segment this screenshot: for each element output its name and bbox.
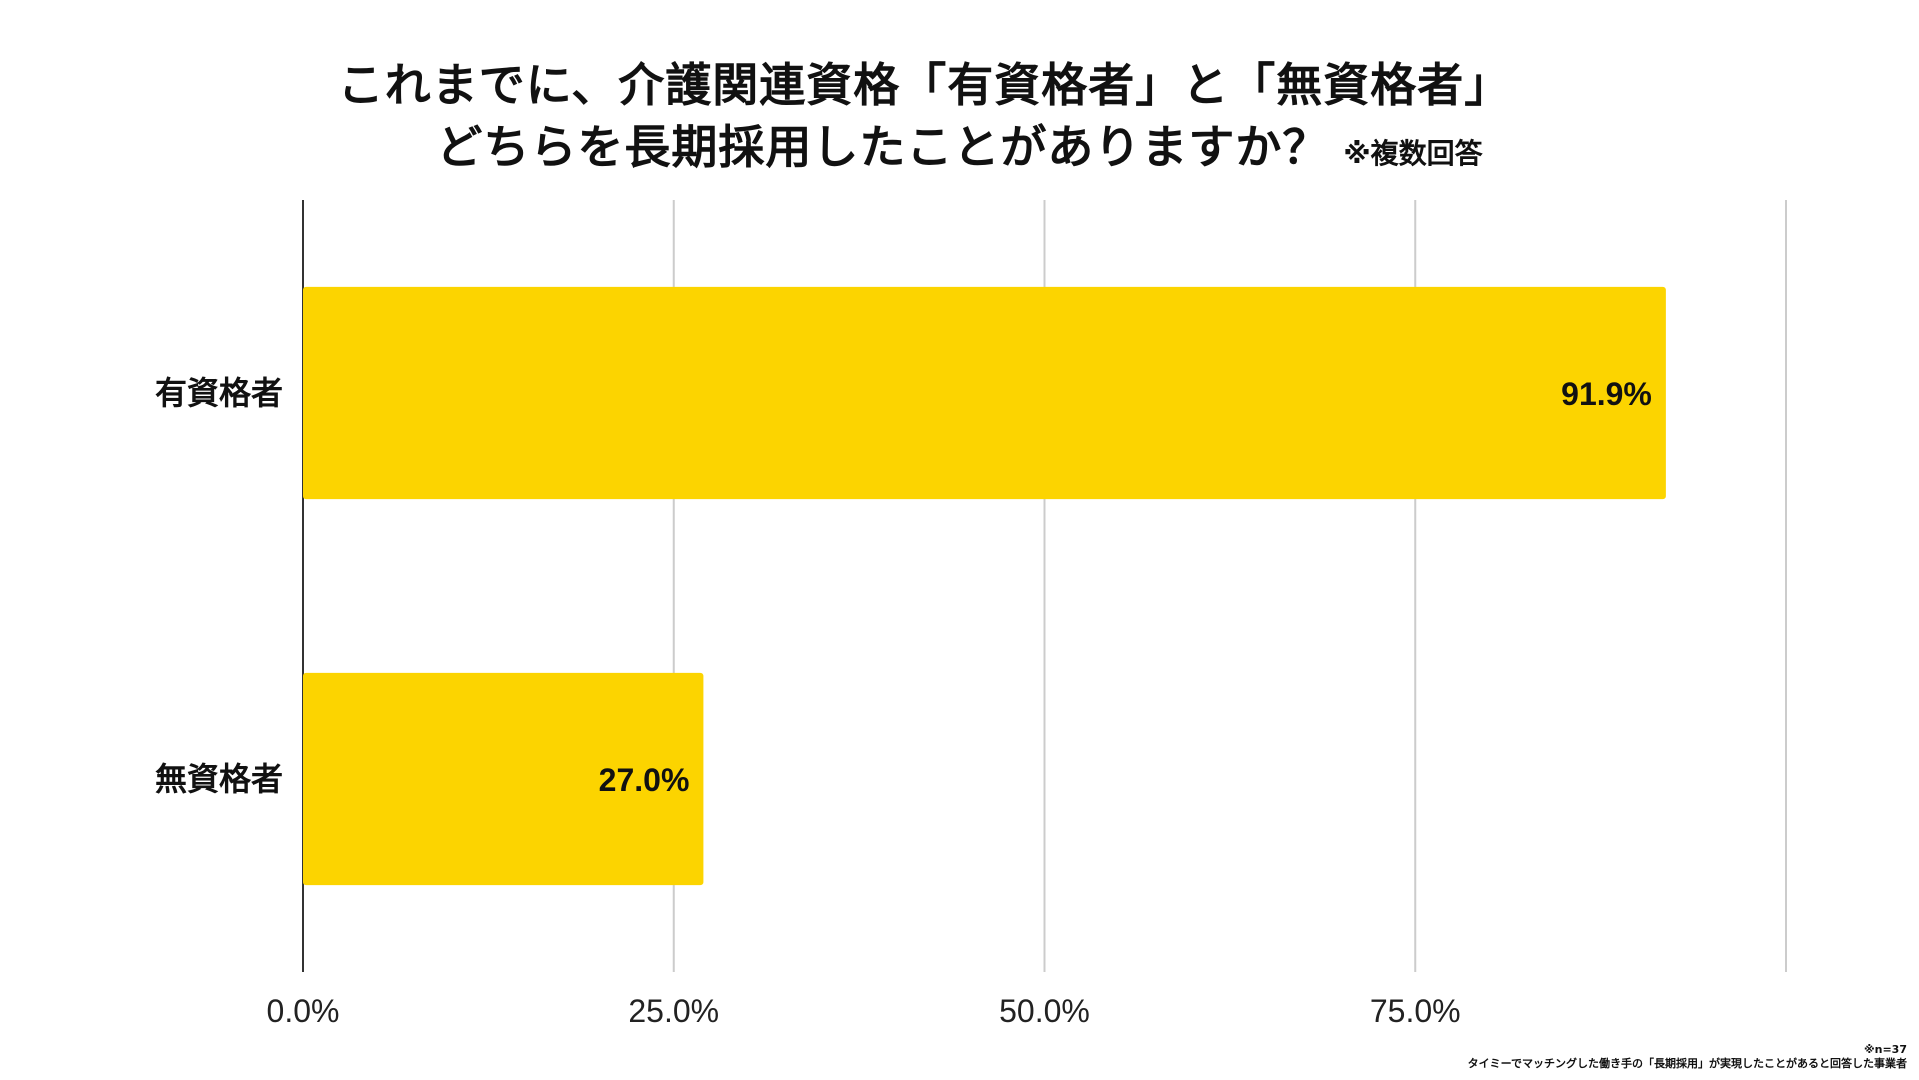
data-label: 91.9% xyxy=(1561,376,1652,412)
respondent-description: タイミーでマッチングした働き手の「長期採用」が実現したことがあると回答した事業者 xyxy=(1467,1057,1907,1070)
data-label: 27.0% xyxy=(599,762,690,798)
category-label: 有資格者 xyxy=(155,374,283,412)
x-tick-label: 0.0% xyxy=(267,993,340,1029)
x-tick-label: 25.0% xyxy=(628,993,719,1029)
chart-title-line2-text: どちらを長期採用したことがありますか？ xyxy=(436,120,1330,174)
category-label: 無資格者 xyxy=(155,760,283,798)
chart-title-line1: これまでに、介護関連資格「有資格者」と「無資格者」 xyxy=(337,58,1512,112)
x-tick-label: 50.0% xyxy=(999,993,1090,1029)
bar xyxy=(303,286,1666,500)
chart-title: これまでに、介護関連資格「有資格者」と「無資格者」 どちらを長期採用したことがあ… xyxy=(0,55,1919,184)
chart-title-line2: どちらを長期採用したことがありますか？ ※複数回答 xyxy=(0,117,1919,184)
footnote: ※n=37 タイミーでマッチングした働き手の「長期採用」が実現したことがあると回… xyxy=(1468,1043,1907,1071)
bar xyxy=(303,672,704,886)
multiple-answer-note: ※複数回答 xyxy=(1343,137,1483,170)
sample-size-note: ※n=37 xyxy=(1863,1043,1907,1056)
x-tick-label: 75.0% xyxy=(1370,993,1461,1029)
